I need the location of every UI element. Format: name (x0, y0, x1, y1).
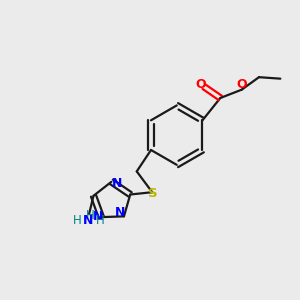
Text: H: H (85, 209, 94, 222)
Text: N: N (112, 177, 122, 190)
Text: N: N (93, 210, 104, 223)
Text: O: O (236, 78, 247, 91)
Text: N: N (83, 214, 94, 227)
Text: N: N (115, 206, 126, 219)
Text: H: H (73, 214, 82, 227)
Text: H: H (96, 214, 104, 227)
Text: O: O (195, 78, 206, 91)
Text: S: S (148, 187, 158, 200)
